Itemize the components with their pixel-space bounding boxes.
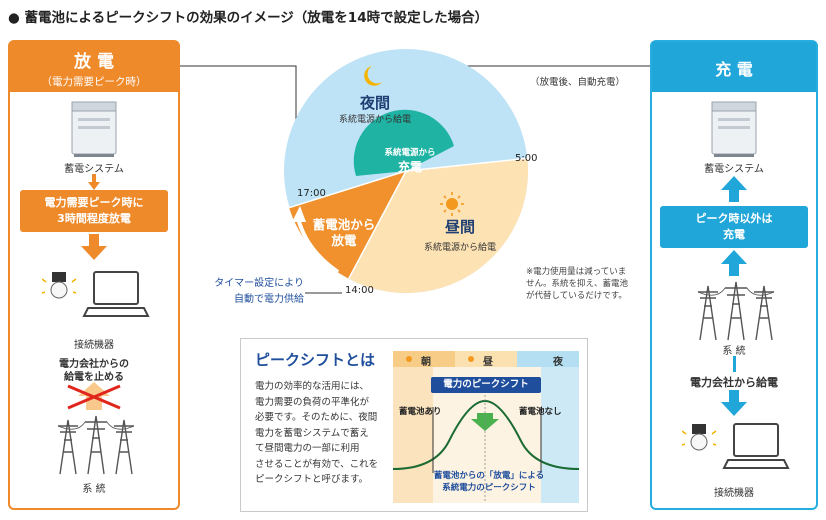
discharge-action-line1: 電力需要ピーク時に <box>44 196 144 209</box>
charge-sector <box>353 109 454 176</box>
charge-line1: 系統電源から <box>384 148 436 158</box>
discharge-devices-label: 接続機器 <box>74 340 114 351</box>
connected-devices-icon <box>42 271 150 317</box>
storage-unit-icon <box>71 101 117 157</box>
charge-title: 充 電 <box>715 60 753 79</box>
description-line: 電力需要の負荷の平準化が <box>255 396 370 408</box>
stop-supply-line2: 給電を止める <box>64 372 124 383</box>
peakshift-banner: 電力のピークシフト <box>431 377 541 393</box>
discharge-flow-arrow <box>296 217 340 274</box>
footnote-line3: が代替しているだけです。 <box>526 291 627 301</box>
charge-grid-label: 系 統 <box>722 346 746 357</box>
description-line: て昼間電力の一部に利用 <box>255 443 360 454</box>
discharge-subtitle: （電力需要ピーク時） <box>41 76 147 88</box>
stop-supply-line1: 電力会社からの <box>59 359 129 370</box>
morning-sun-icon <box>406 356 412 362</box>
description-line: 必要です。そのために、夜間 <box>255 412 378 423</box>
down-arrow-icon <box>471 413 499 431</box>
with-battery-label: 蓄電池あり <box>399 407 442 417</box>
day-sector <box>348 158 529 294</box>
night-subtitle: 系統電源から給電 <box>338 115 411 125</box>
charge-panel: 充 電 蓄電システム ピーク時以外は 充電 系 統 電力会社から給電 <box>650 40 818 510</box>
discharge-title: 放 電 <box>74 52 114 72</box>
charge-action-line1: ピーク時以外は <box>695 212 773 225</box>
charge-line2: 充電 <box>397 160 422 174</box>
footnote-line2: せん。系統を抑え、蓄電池 <box>526 279 629 289</box>
discharge-panel: 放 電 （電力需要ピーク時） 蓄電システム 電力需要ピーク時に 3時間程度放電 … <box>8 40 180 510</box>
discharge-header: 放 電 （電力需要ピーク時） <box>10 42 178 92</box>
discharge-storage-label: 蓄電システム <box>64 164 124 175</box>
caption-line1: 蓄電池からの「放電」による <box>433 471 545 481</box>
up-arrow-icon <box>721 176 747 202</box>
time-of-day-pie <box>284 49 529 294</box>
connector-line <box>733 356 736 372</box>
down-arrow-icon <box>81 234 107 260</box>
time-label-17: 17:00 <box>297 188 326 199</box>
discharge-line1: 蓄電池から <box>312 217 376 232</box>
blocked-up-arrow-icon <box>67 382 121 410</box>
footnote-line1: ※電力使用量は減っていま <box>526 267 627 277</box>
discharge-action-box: 電力需要ピーク時に 3時間程度放電 <box>20 190 168 232</box>
without-battery-label: 蓄電池なし <box>519 407 562 417</box>
up-arrow-icon <box>721 250 747 276</box>
sun-icon <box>440 192 464 216</box>
noon-label: 昼 <box>483 357 493 368</box>
description-line: ピークシフトと呼びます。 <box>255 474 369 485</box>
caption-line2: 系統電力のピークシフト <box>442 483 536 493</box>
description-line: させることが有効で、これを <box>255 458 379 470</box>
discharge-action-line2: 3時間程度放電 <box>57 212 131 225</box>
connected-devices-icon <box>682 423 790 469</box>
charge-devices-label: 接続機器 <box>714 488 754 499</box>
description-line: 電力の効率的な活用には、 <box>255 381 370 392</box>
discharge-grid-label: 系 統 <box>82 484 106 495</box>
morning-label: 朝 <box>421 357 431 368</box>
charge-storage-label: 蓄電システム <box>704 164 764 175</box>
peak-shift-title: ピークシフトとは <box>255 351 376 369</box>
charge-action-line2: 充電 <box>723 228 745 241</box>
discharge-line2: 放電 <box>331 233 357 248</box>
usage-footnote: ※電力使用量は減っていま せん。系統を抑え、蓄電池 が代替しているだけです。 <box>526 266 628 302</box>
peak-shift-box: ピークシフトとは 電力の効率的な活用には、 電力需要の負荷の平準化が 必要です。… <box>240 338 588 512</box>
timer-note-line1: タイマー設定により <box>214 278 304 289</box>
description-line: 電力を蓄電システムで蓄え <box>255 427 369 439</box>
night-title: 夜間 <box>359 94 390 112</box>
peak-shift-description: 電力の効率的な活用には、 電力需要の負荷の平準化が 必要です。そのために、夜間 … <box>255 379 395 488</box>
charge-action-box: ピーク時以外は 充電 <box>660 206 808 248</box>
grid-supply-label: 電力会社から給電 <box>690 376 778 389</box>
time-label-14: 14:00 <box>345 285 374 296</box>
night-label: 夜 <box>553 357 563 368</box>
power-tower-icon <box>697 281 775 341</box>
charge-header: 充 電 <box>652 42 816 92</box>
time-label-5: 5:00 <box>515 153 538 164</box>
down-arrow-icon <box>721 390 747 416</box>
timer-note-line2: 自動で電力供給 <box>234 294 304 305</box>
storage-unit-icon <box>711 101 757 157</box>
day-subtitle: 系統電源から給電 <box>423 243 496 253</box>
day-title: 昼間 <box>444 218 475 236</box>
noon-sun-icon <box>468 356 474 362</box>
page-title: ● 蓄電池によるピークシフトの効果のイメージ（放電を14時で設定した場合） <box>8 10 489 26</box>
down-arrow-icon <box>88 174 100 190</box>
moon-icon <box>364 66 382 86</box>
discharge-sector <box>289 171 406 279</box>
auto-charge-note: （放電後、自動充電） <box>530 77 626 88</box>
power-tower-icon <box>57 415 135 475</box>
